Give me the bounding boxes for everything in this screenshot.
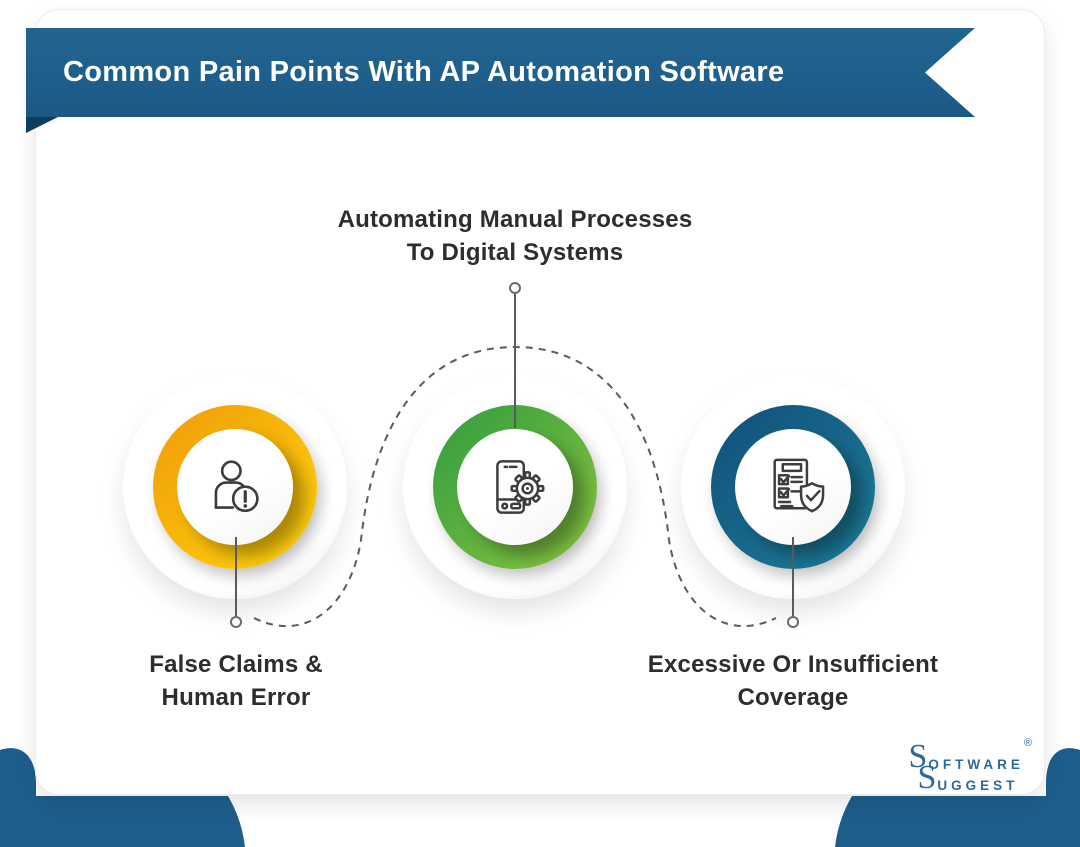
icon-disc	[177, 429, 293, 545]
label-line: False Claims &	[149, 651, 323, 678]
circle-item-coverage	[681, 375, 905, 599]
bottom-left-blob	[0, 748, 245, 847]
title-ribbon: Common Pain Points With AP Automation So…	[26, 28, 975, 117]
label-line: To Digital Systems	[406, 239, 624, 266]
label-false-claims: False Claims & Human Error	[86, 648, 386, 714]
checklist-shield-icon	[773, 458, 825, 513]
logo-text: OFTWARE	[928, 756, 1024, 772]
blue-ring	[711, 405, 875, 569]
label-line: Coverage	[737, 684, 849, 711]
label-line: Excessive Or Insufficient	[647, 651, 939, 678]
label-line: Human Error	[161, 684, 311, 711]
phone-gear-icon	[496, 460, 545, 514]
icon-disc	[457, 429, 573, 545]
logo-line-1: S OFTWARE ®	[908, 737, 1032, 775]
bottom-right-blob	[835, 748, 1080, 847]
person-error-icon	[214, 460, 259, 513]
circle-item-automation	[403, 375, 627, 599]
logo-big-s: S	[917, 759, 937, 796]
circle-item-false-claims	[123, 375, 347, 599]
softwaresuggest-logo: S OFTWARE ® S UGGEST	[908, 737, 1032, 795]
label-automating-processes: Automating Manual Processes To Digital S…	[265, 203, 765, 269]
label-line: Automating Manual Processes	[337, 206, 693, 233]
green-ring	[433, 405, 597, 569]
page-title: Common Pain Points With AP Automation So…	[63, 56, 785, 88]
orange-ring	[153, 405, 317, 569]
logo-big-s: S	[908, 738, 928, 775]
registered-mark: ®	[1023, 737, 1032, 749]
logo-line-2: S UGGEST	[917, 761, 1032, 795]
ribbon-fold	[26, 117, 58, 133]
logo-text: UGGEST	[937, 777, 1019, 793]
icon-disc	[735, 429, 851, 545]
label-coverage: Excessive Or Insufficient Coverage	[593, 648, 993, 714]
